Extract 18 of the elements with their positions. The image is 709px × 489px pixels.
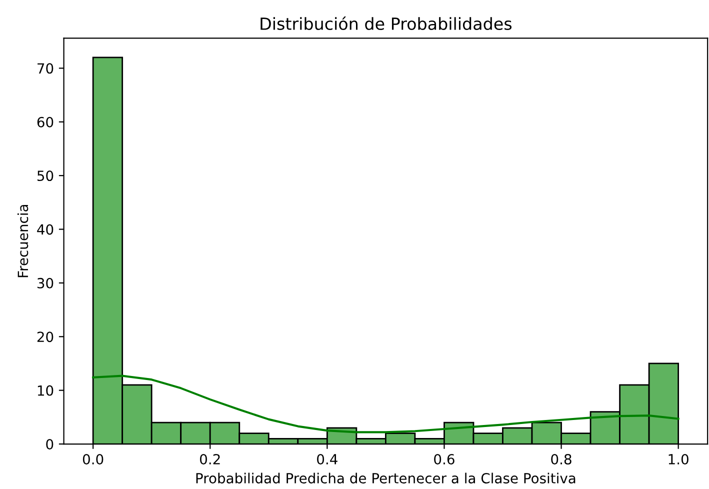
- x-tick-label: 0.6: [434, 454, 454, 464]
- y-tick-label: 10: [38, 385, 54, 396]
- y-tick-label: 0: [46, 438, 54, 450]
- y-tick-label: 60: [37, 116, 54, 128]
- y-tick-label: 30: [37, 278, 54, 288]
- y-tick-label: 70: [38, 63, 54, 74]
- y-tick-label: 50: [37, 170, 54, 182]
- x-tick-label: 0.4: [317, 454, 338, 464]
- x-tick-label: 0.8: [551, 454, 572, 464]
- y-tick-label: 20: [37, 332, 54, 342]
- y-tick-label: 40: [37, 224, 54, 235]
- y-axis-title: Frecuencia: [17, 204, 28, 278]
- x-tick-label: 1.0: [668, 454, 688, 464]
- chart-title: Distribución de Probabilidades: [260, 16, 512, 30]
- line-series: [92, 374, 680, 434]
- x-tick-label: 0.2: [200, 454, 220, 464]
- x-axis-title: Probabilidad Predicha de Pertenecer a la Clase Positiva: [196, 472, 576, 484]
- x-tick-label: 0.0: [82, 454, 104, 464]
